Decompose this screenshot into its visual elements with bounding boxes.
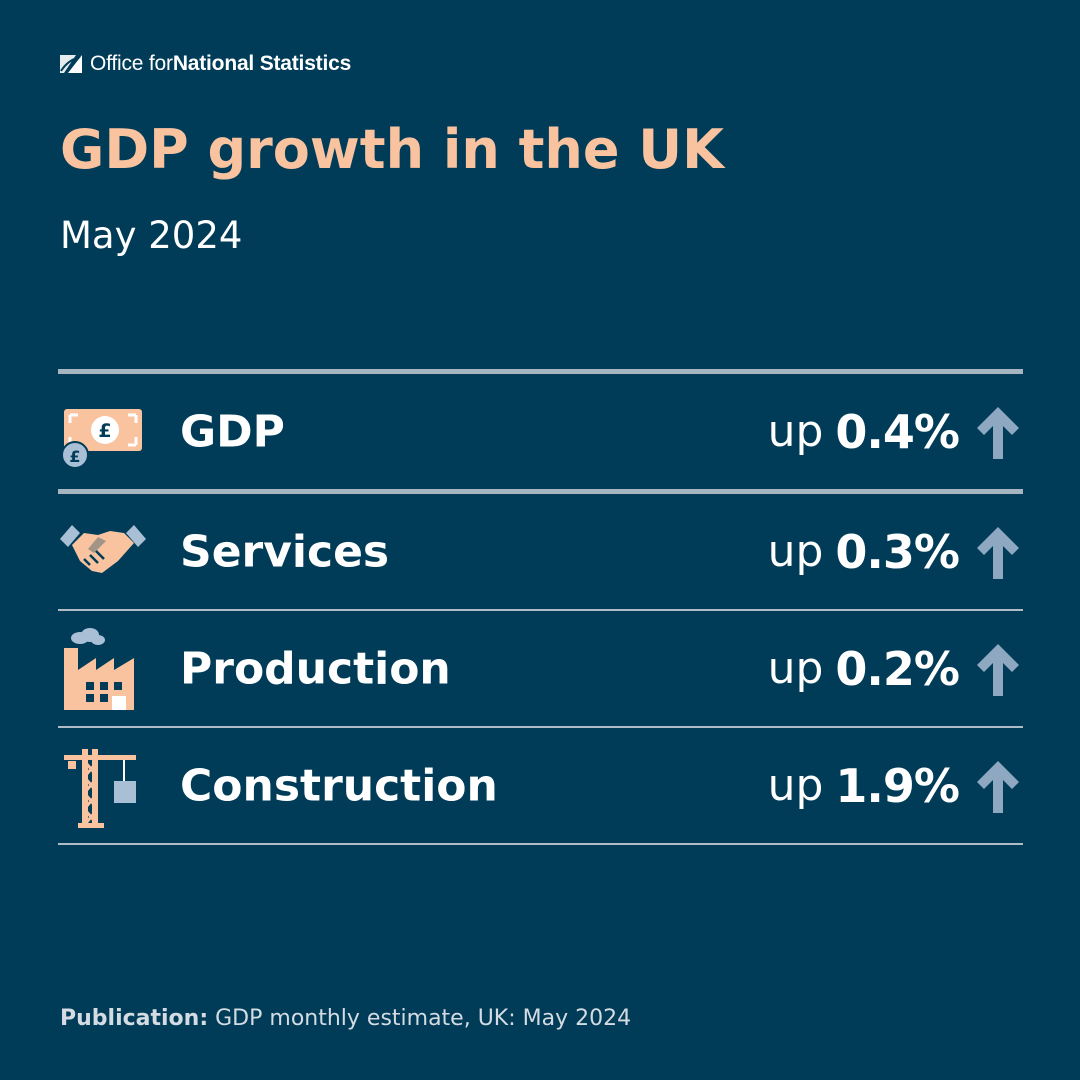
table-row-services: Services up 0.3% — [58, 494, 1023, 609]
footer-text: GDP monthly estimate, UK: May 2024 — [208, 1006, 632, 1031]
row-direction: up — [767, 643, 824, 694]
row-value: up 1.9% — [768, 757, 1023, 815]
ons-logo-icon — [60, 55, 82, 73]
row-value: up 0.3% — [768, 523, 1023, 581]
publication-footer: Publication: GDP monthly estimate, UK: M… — [60, 1006, 631, 1031]
row-label: GDP — [180, 406, 285, 457]
growth-table: £ £ GDP up 0.4% Services up 0.3% — [58, 369, 1023, 845]
brand-name-prefix: Office for — [90, 52, 173, 75]
row-direction: up — [767, 526, 824, 577]
table-rule — [58, 726, 1023, 728]
row-percent: 0.2% — [835, 641, 960, 696]
row-direction: up — [767, 760, 824, 811]
arrow-up-icon — [977, 643, 1019, 696]
arrow-up-icon — [977, 526, 1019, 579]
ons-brand: Office for National Statistics — [58, 50, 351, 78]
crane-icon — [64, 748, 136, 828]
row-percent: 0.3% — [835, 524, 960, 579]
page-subtitle: May 2024 — [60, 214, 243, 257]
footer-label: Publication: — [60, 1006, 209, 1031]
table-row-gdp: £ £ GDP up 0.4% — [58, 374, 1023, 489]
banknote-pound-icon: £ £ — [61, 408, 142, 469]
table-row-construction: Construction up 1.9% — [58, 728, 1023, 843]
brand-name-bold: National Statistics — [172, 52, 352, 75]
row-percent: 1.9% — [835, 758, 960, 813]
factory-icon — [64, 627, 134, 710]
arrow-up-icon — [977, 760, 1019, 813]
table-rule — [58, 609, 1023, 611]
table-row-production: Production up 0.2% — [58, 611, 1023, 726]
row-direction: up — [767, 406, 824, 457]
table-bottom-rule — [58, 843, 1023, 845]
svg-text:£: £ — [69, 447, 80, 466]
table-top-rule — [58, 369, 1023, 374]
row-label: Production — [180, 643, 451, 694]
row-label: Construction — [180, 760, 498, 811]
arrow-up-icon — [977, 406, 1019, 459]
page-title: GDP growth in the UK — [60, 118, 724, 181]
row-value: up 0.4% — [768, 403, 1023, 461]
handshake-icon — [60, 524, 146, 573]
row-percent: 0.4% — [835, 404, 960, 459]
table-rule — [58, 489, 1023, 494]
row-label: Services — [180, 526, 390, 577]
row-value: up 0.2% — [768, 640, 1023, 698]
svg-text:£: £ — [98, 420, 111, 442]
